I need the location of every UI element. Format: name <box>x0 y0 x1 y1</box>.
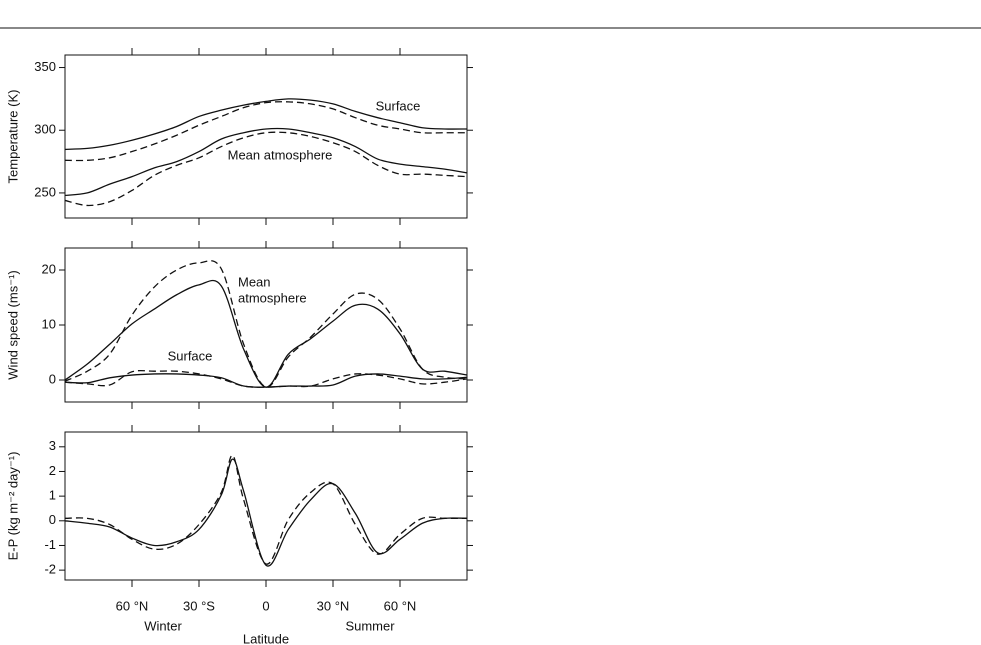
x-tick-label: 60 °N <box>384 598 417 613</box>
annotation: atmosphere <box>238 290 307 305</box>
y-tick-label: -2 <box>44 562 56 577</box>
annotation: Mean atmosphere <box>228 147 333 162</box>
data-line <box>64 373 468 388</box>
x-tick-label: 30 °N <box>317 598 350 613</box>
y-tick-label: 0 <box>49 512 56 527</box>
y-tick-label: 10 <box>42 316 56 331</box>
x-axis-label: Latitude <box>243 631 289 645</box>
data-line <box>64 458 468 567</box>
data-line <box>64 454 467 565</box>
plot-frame <box>64 247 468 403</box>
plot-frame <box>64 431 468 581</box>
plot-frame <box>64 54 468 219</box>
y-tick-label: 2 <box>49 463 56 478</box>
y-axis-label: Temperature (K) <box>5 90 20 184</box>
y-axis-label: Wind speed (ms⁻¹) <box>5 270 20 379</box>
y-tick-label: 350 <box>34 59 56 74</box>
annotation: Surface <box>168 348 213 363</box>
data-line <box>64 101 467 162</box>
y-tick-label: 1 <box>49 488 56 503</box>
data-line <box>64 260 468 388</box>
annotation: Winter <box>144 618 182 633</box>
x-tick-label: 60 °N <box>116 598 149 613</box>
data-line <box>64 98 468 151</box>
x-tick-label: 0 <box>262 598 269 613</box>
y-tick-label: 20 <box>42 261 56 276</box>
y-tick-label: -1 <box>44 537 56 552</box>
y-tick-label: 300 <box>34 122 56 137</box>
data-line <box>64 127 468 197</box>
data-line <box>64 131 468 207</box>
y-tick-label: 0 <box>49 371 56 386</box>
data-line <box>64 369 468 388</box>
y-tick-label: 250 <box>34 184 56 199</box>
annotation: Summer <box>345 618 395 633</box>
annotation: Surface <box>376 98 421 113</box>
annotation: Mean <box>238 274 271 289</box>
x-tick-label: 30 °S <box>183 598 215 613</box>
y-axis-label: E-P (kg m⁻² day⁻¹) <box>5 452 20 561</box>
y-tick-label: 3 <box>49 438 56 453</box>
